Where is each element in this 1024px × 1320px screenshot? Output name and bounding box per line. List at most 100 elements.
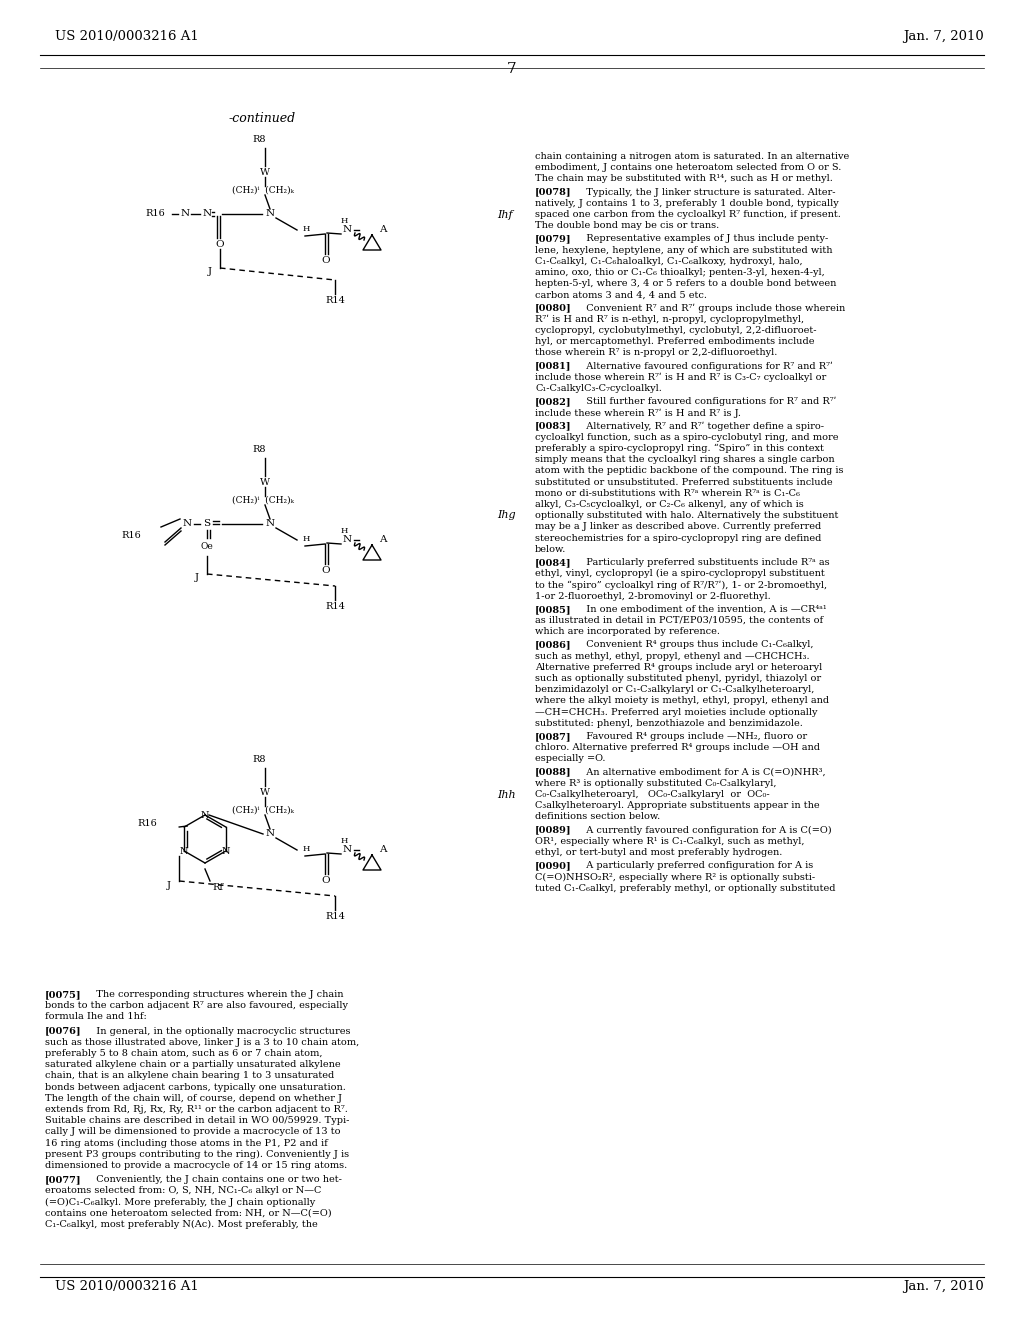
Text: bonds to the carbon adjacent R⁷ are also favoured, especially: bonds to the carbon adjacent R⁷ are also…	[45, 1001, 348, 1010]
Text: C₁-C₃alkylC₃-C₇cycloalkyl.: C₁-C₃alkylC₃-C₇cycloalkyl.	[535, 384, 662, 393]
Text: Favoured R⁴ groups include —NH₂, fluoro or: Favoured R⁴ groups include —NH₂, fluoro …	[580, 733, 807, 741]
Text: bonds between adjacent carbons, typically one unsaturation.: bonds between adjacent carbons, typicall…	[45, 1082, 346, 1092]
Text: R16: R16	[121, 531, 141, 540]
Text: Ihg: Ihg	[497, 510, 516, 520]
Text: Typically, the J linker structure is saturated. Alter-: Typically, the J linker structure is sat…	[580, 187, 836, 197]
Text: Alternative preferred R⁴ groups include aryl or heteroaryl: Alternative preferred R⁴ groups include …	[535, 663, 822, 672]
Text: Particularly preferred substituents include R⁷ᵃ as: Particularly preferred substituents incl…	[580, 558, 829, 568]
Text: [0090]: [0090]	[535, 861, 571, 870]
Text: spaced one carbon from the cycloalkyl R⁷ function, if present.: spaced one carbon from the cycloalkyl R⁷…	[535, 210, 841, 219]
Text: 16 ring atoms (including those atoms in the P1, P2 and if: 16 ring atoms (including those atoms in …	[45, 1139, 328, 1147]
Text: Alternatively, R⁷ and R⁷ʹ together define a spiro-: Alternatively, R⁷ and R⁷ʹ together defin…	[580, 421, 824, 430]
Text: Oe: Oe	[201, 543, 213, 550]
Text: cally J will be dimensioned to provide a macrocycle of 13 to: cally J will be dimensioned to provide a…	[45, 1127, 341, 1137]
Text: such as those illustrated above, linker J is a 3 to 10 chain atom,: such as those illustrated above, linker …	[45, 1038, 359, 1047]
Text: benzimidazolyl or C₁-C₃alkylaryl or C₁-C₃alkylheteroaryl,: benzimidazolyl or C₁-C₃alkylaryl or C₁-C…	[535, 685, 814, 694]
Text: Rf: Rf	[212, 883, 223, 892]
Text: extends from Rd, Rj, Rx, Ry, R¹¹ or the carbon adjacent to R⁷.: extends from Rd, Rj, Rx, Ry, R¹¹ or the …	[45, 1105, 348, 1114]
Text: where R³ is optionally substituted C₀-C₃alkylaryl,: where R³ is optionally substituted C₀-C₃…	[535, 779, 776, 788]
Text: S: S	[204, 520, 211, 528]
Text: R14: R14	[325, 912, 345, 921]
Text: In one embodiment of the invention, A is —CR⁴ᵃ¹: In one embodiment of the invention, A is…	[580, 605, 826, 614]
Text: N: N	[201, 810, 209, 820]
Text: chain, that is an alkylene chain bearing 1 to 3 unsaturated: chain, that is an alkylene chain bearing…	[45, 1072, 334, 1080]
Text: (CH₂)ⁱ  (CH₂)ₖ: (CH₂)ⁱ (CH₂)ₖ	[232, 807, 294, 814]
Text: (=O)C₁-C₆alkyl. More preferably, the J chain optionally: (=O)C₁-C₆alkyl. More preferably, the J c…	[45, 1197, 315, 1206]
Text: Alternative favoured configurations for R⁷ and R⁷ʹ: Alternative favoured configurations for …	[580, 362, 833, 371]
Text: [0087]: [0087]	[535, 733, 571, 741]
Text: -continued: -continued	[228, 112, 296, 125]
Text: present P3 groups contributing to the ring). Conveniently J is: present P3 groups contributing to the ri…	[45, 1150, 349, 1159]
Text: eroatoms selected from: O, S, NH, NC₁-C₆ alkyl or N—C: eroatoms selected from: O, S, NH, NC₁-C₆…	[45, 1187, 322, 1196]
Text: (CH₂)ⁱ  (CH₂)ₖ: (CH₂)ⁱ (CH₂)ₖ	[232, 496, 294, 506]
Text: [0078]: [0078]	[535, 187, 571, 197]
Text: O: O	[322, 876, 331, 884]
Text: to the “spiro” cycloalkyl ring of R⁷/R⁷ʹ), 1- or 2-bromoethyl,: to the “spiro” cycloalkyl ring of R⁷/R⁷ʹ…	[535, 581, 827, 590]
Text: Convenient R⁷ and R⁷ʹ groups include those wherein: Convenient R⁷ and R⁷ʹ groups include tho…	[580, 304, 845, 313]
Text: R16: R16	[145, 210, 165, 219]
Text: H: H	[303, 224, 310, 234]
Text: such as optionally substituted phenyl, pyridyl, thiazolyl or: such as optionally substituted phenyl, p…	[535, 675, 821, 682]
Text: A particularly preferred configuration for A is: A particularly preferred configuration f…	[580, 861, 813, 870]
Text: those wherein R⁷ is n-propyl or 2,2-difluoroethyl.: those wherein R⁷ is n-propyl or 2,2-difl…	[535, 348, 777, 358]
Text: US 2010/0003216 A1: US 2010/0003216 A1	[55, 30, 199, 44]
Text: optionally substituted with halo. Alternatively the substituent: optionally substituted with halo. Altern…	[535, 511, 839, 520]
Text: C₃alkylheteroaryl. Appropriate substituents appear in the: C₃alkylheteroaryl. Appropriate substitue…	[535, 801, 819, 810]
Text: especially =O.: especially =O.	[535, 755, 605, 763]
Text: preferably a spiro-cyclopropyl ring. “Spiro” in this context: preferably a spiro-cyclopropyl ring. “Sp…	[535, 444, 824, 453]
Text: N: N	[342, 536, 351, 544]
Text: W: W	[260, 788, 270, 797]
Text: An alternative embodiment for A is C(=O)NHR³,: An alternative embodiment for A is C(=O)…	[580, 768, 825, 776]
Text: N: N	[342, 846, 351, 854]
Text: OR¹, especially where R¹ is C₁-C₆alkyl, such as methyl,: OR¹, especially where R¹ is C₁-C₆alkyl, …	[535, 837, 805, 846]
Text: N: N	[203, 210, 212, 219]
Text: Representative examples of J thus include penty-: Representative examples of J thus includ…	[580, 235, 828, 243]
Text: cycloalkyl function, such as a spiro-cyclobutyl ring, and more: cycloalkyl function, such as a spiro-cyc…	[535, 433, 839, 442]
Text: N: N	[180, 210, 189, 219]
Text: N: N	[265, 829, 274, 838]
Text: A: A	[379, 846, 386, 854]
Text: R⁷ʹ is H and R⁷ is n-ethyl, n-propyl, cyclopropylmethyl,: R⁷ʹ is H and R⁷ is n-ethyl, n-propyl, cy…	[535, 314, 804, 325]
Text: amino, oxo, thio or C₁-C₆ thioalkyl; penten-3-yl, hexen-4-yl,: amino, oxo, thio or C₁-C₆ thioalkyl; pen…	[535, 268, 824, 277]
Text: 7: 7	[507, 62, 517, 77]
Text: O: O	[216, 240, 224, 249]
Text: [0086]: [0086]	[535, 640, 571, 649]
Text: [0075]: [0075]	[45, 990, 82, 999]
Text: [0089]: [0089]	[535, 825, 571, 834]
Text: R14: R14	[325, 602, 345, 611]
Text: dimensioned to provide a macrocycle of 14 or 15 ring atoms.: dimensioned to provide a macrocycle of 1…	[45, 1162, 347, 1170]
Text: [0076]: [0076]	[45, 1027, 82, 1036]
Text: [0088]: [0088]	[535, 768, 571, 776]
Text: Still further favoured configurations for R⁷ and R⁷ʹ: Still further favoured configurations fo…	[580, 397, 837, 407]
Text: Ihf: Ihf	[497, 210, 513, 220]
Text: mono or di-substitutions with R⁷ᵃ wherein R⁷ᵃ is C₁-C₆: mono or di-substitutions with R⁷ᵃ wherei…	[535, 488, 800, 498]
Text: saturated alkylene chain or a partially unsaturated alkylene: saturated alkylene chain or a partially …	[45, 1060, 341, 1069]
Text: W: W	[260, 168, 270, 177]
Text: O: O	[322, 566, 331, 576]
Text: C₁-C₆alkyl, most preferably N(Ac). Most preferably, the: C₁-C₆alkyl, most preferably N(Ac). Most …	[45, 1220, 317, 1229]
Text: [0085]: [0085]	[535, 605, 571, 614]
Text: O: O	[322, 256, 331, 265]
Text: atom with the peptidic backbone of the compound. The ring is: atom with the peptidic backbone of the c…	[535, 466, 844, 475]
Text: (CH₂)ⁱ  (CH₂)ₖ: (CH₂)ⁱ (CH₂)ₖ	[232, 186, 294, 195]
Text: H: H	[340, 216, 348, 224]
Text: R8: R8	[252, 755, 266, 764]
Text: hyl, or mercaptomethyl. Preferred embodiments include: hyl, or mercaptomethyl. Preferred embodi…	[535, 337, 814, 346]
Text: [0082]: [0082]	[535, 397, 571, 407]
Text: stereochemistries for a spiro-cyclopropyl ring are defined: stereochemistries for a spiro-cyclopropy…	[535, 533, 821, 543]
Text: simply means that the cycloalkyl ring shares a single carbon: simply means that the cycloalkyl ring sh…	[535, 455, 835, 465]
Text: chain containing a nitrogen atom is saturated. In an alternative: chain containing a nitrogen atom is satu…	[535, 152, 849, 161]
Text: A: A	[379, 536, 386, 544]
Text: 1-or 2-fluoroethyl, 2-bromovinyl or 2-fluorethyl.: 1-or 2-fluoroethyl, 2-bromovinyl or 2-fl…	[535, 591, 771, 601]
Text: H: H	[303, 845, 310, 853]
Text: [0080]: [0080]	[535, 304, 571, 313]
Text: carbon atoms 3 and 4, 4 and 5 etc.: carbon atoms 3 and 4, 4 and 5 etc.	[535, 290, 707, 300]
Text: R8: R8	[252, 135, 266, 144]
Text: Jan. 7, 2010: Jan. 7, 2010	[903, 1280, 984, 1294]
Text: Jan. 7, 2010: Jan. 7, 2010	[903, 30, 984, 44]
Text: natively, J contains 1 to 3, preferably 1 double bond, typically: natively, J contains 1 to 3, preferably …	[535, 199, 839, 207]
Text: chloro. Alternative preferred R⁴ groups include —OH and: chloro. Alternative preferred R⁴ groups …	[535, 743, 820, 752]
Text: N: N	[342, 226, 351, 235]
Text: as illustrated in detail in PCT/EP03/10595, the contents of: as illustrated in detail in PCT/EP03/105…	[535, 616, 823, 624]
Text: [0077]: [0077]	[45, 1175, 82, 1184]
